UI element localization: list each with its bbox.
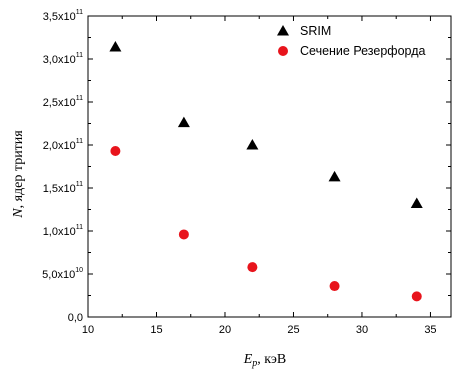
- srim-point: [328, 170, 341, 182]
- y-tick-mantissa: 0,0: [68, 312, 83, 324]
- y-axis-title: N, ядер трития: [11, 130, 26, 219]
- plot-frame: [87, 15, 452, 318]
- rutherford-point: [178, 229, 189, 240]
- y-tick-label: 0,0: [68, 312, 83, 324]
- x-axis-symbol: E: [243, 352, 253, 367]
- y-axis-ticks: [88, 15, 451, 318]
- y-tick-label: 5,0x1010: [42, 267, 83, 281]
- y-tick-mantissa: 3,5x10: [43, 11, 76, 23]
- rutherford-point: [247, 262, 258, 273]
- y-axis-text: , ядер трития: [11, 130, 26, 209]
- y-tick-mantissa: 1,0x10: [43, 226, 76, 238]
- x-tick-label: 30: [356, 324, 368, 336]
- rutherford-point: [110, 146, 121, 157]
- legend: SRIM Сечение Резерфорда: [277, 24, 425, 58]
- plot-border: [87, 15, 452, 318]
- y-axis-tick-labels: 0,05,0x10101,0x10111,5x10112,0x10112,5x1…: [42, 9, 83, 324]
- srim-point: [109, 40, 122, 52]
- y-tick-label: 1,5x1011: [43, 181, 83, 195]
- x-tick-label: 35: [424, 324, 436, 336]
- x-tick-label: 10: [82, 324, 94, 336]
- y-tick-label: 3,5x1011: [43, 9, 83, 23]
- y-tick-exponent: 11: [76, 9, 83, 16]
- y-tick-mantissa: 5,0x10: [42, 269, 75, 281]
- x-axis-subscript: p: [251, 358, 257, 369]
- x-axis-tick-labels: 10 15 20 25 30 35: [82, 324, 437, 336]
- x-tick-label: 25: [287, 324, 299, 336]
- y-tick-mantissa: 2,5x10: [43, 97, 76, 109]
- srim-point: [410, 197, 423, 208]
- legend-marker-circle: [278, 46, 288, 56]
- y-tick-exponent: 11: [76, 224, 83, 231]
- srim-point: [246, 139, 259, 150]
- legend-label: Сечение Резерфорда: [300, 44, 425, 58]
- data-markers: [109, 40, 423, 302]
- x-tick-label: 15: [150, 324, 162, 336]
- srim-point: [177, 116, 190, 128]
- y-tick-label: 2,5x1011: [43, 95, 83, 109]
- x-axis-ticks: [87, 16, 431, 317]
- y-tick-exponent: 11: [76, 95, 83, 102]
- rutherford-point: [329, 281, 340, 292]
- y-axis-symbol: N: [11, 208, 26, 219]
- rutherford-point: [411, 291, 422, 302]
- legend-marker-triangle: [277, 25, 289, 36]
- y-tick-exponent: 10: [75, 267, 83, 274]
- y-tick-label: 2,0x1011: [43, 138, 83, 152]
- y-tick-exponent: 11: [76, 181, 83, 188]
- legend-label: SRIM: [300, 24, 331, 38]
- y-tick-mantissa: 3,0x10: [43, 54, 76, 66]
- x-axis-title: Ep, кэВ: [243, 352, 287, 369]
- y-tick-mantissa: 1,5x10: [43, 183, 76, 195]
- y-tick-label: 3,0x1011: [43, 52, 83, 66]
- y-tick-mantissa: 2,0x10: [43, 140, 76, 152]
- x-axis-unit: , кэВ: [257, 352, 286, 367]
- x-tick-label: 20: [219, 324, 231, 336]
- y-tick-exponent: 11: [76, 138, 83, 145]
- y-tick-label: 1,0x1011: [43, 224, 83, 238]
- y-tick-exponent: 11: [76, 52, 83, 59]
